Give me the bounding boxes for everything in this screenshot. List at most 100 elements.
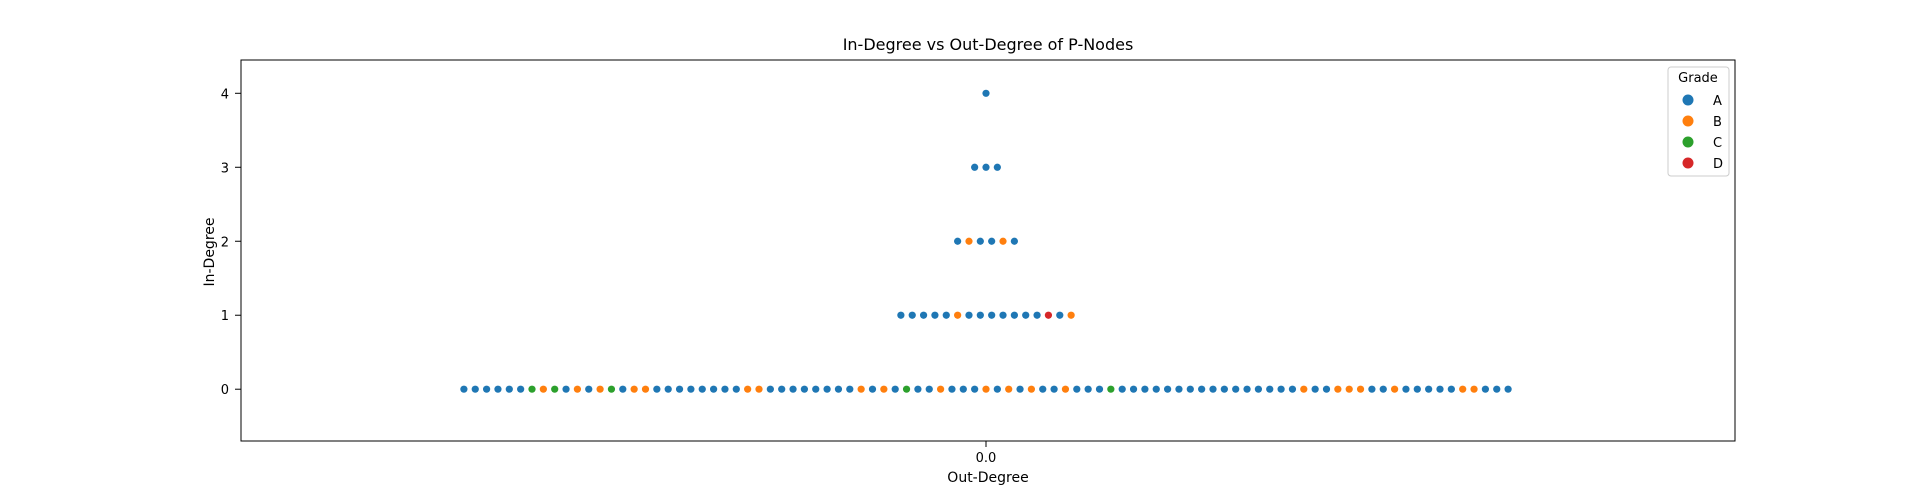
y-tick-label: 1 — [221, 309, 229, 324]
data-point-grade-a — [1175, 385, 1183, 393]
data-point-grade-b — [1027, 385, 1035, 393]
data-point-grade-a — [1311, 385, 1319, 393]
data-point-grade-a — [1447, 385, 1455, 393]
y-axis-ticks: 0 1 2 3 4 — [221, 87, 241, 398]
data-point-grade-a — [505, 385, 513, 393]
data-point-grade-a — [1277, 385, 1285, 393]
data-point-grade-a — [982, 89, 990, 97]
data-point-grade-b — [596, 385, 604, 393]
data-point-grade-a — [823, 385, 831, 393]
data-point-grade-a — [494, 385, 502, 393]
data-point-grade-a — [868, 385, 877, 393]
data-point-grade-c — [607, 385, 616, 393]
data-point-grade-a — [778, 385, 786, 393]
data-point-grade-a — [1504, 385, 1512, 393]
data-point-grade-a — [988, 311, 996, 319]
data-point-grade-a — [1481, 385, 1489, 393]
data-point-grade-b — [857, 385, 865, 393]
data-point-grade-a — [897, 311, 905, 319]
data-point-grade-a — [931, 311, 939, 319]
data-point-grade-a — [1084, 385, 1092, 393]
data-point-grade-a — [1254, 385, 1262, 393]
data-point-grade-a — [925, 385, 933, 393]
data-point-grade-a — [562, 385, 570, 393]
data-point-grade-a — [675, 385, 684, 393]
data-point-grade-a — [1164, 385, 1172, 393]
data-point-grade-a — [1436, 385, 1444, 393]
data-point-grade-a — [919, 311, 928, 319]
data-point-grade-a — [908, 311, 916, 319]
data-point-grade-a — [993, 163, 1001, 171]
data-point-grade-a — [1186, 385, 1194, 393]
legend-label-b: B — [1713, 115, 1722, 130]
data-point-grade-b — [954, 311, 962, 319]
data-point-grade-a — [698, 385, 706, 393]
legend-label-d: D — [1713, 157, 1723, 172]
data-point-grade-a — [1368, 385, 1376, 393]
data-point-grade-b — [1061, 385, 1070, 393]
legend-marker-c — [1682, 136, 1694, 148]
legend-title: Grade — [1678, 71, 1718, 86]
data-point-grade-b — [1067, 311, 1075, 319]
data-point-grade-b — [982, 385, 990, 393]
data-point-grade-b — [880, 385, 888, 393]
data-point-grade-b — [1470, 385, 1478, 393]
data-point-grade-a — [1050, 385, 1058, 393]
data-point-grade-a — [1033, 311, 1041, 319]
data-point-grade-a — [1010, 237, 1018, 245]
data-point-grade-a — [1141, 385, 1149, 393]
data-point-grade-b — [630, 385, 638, 393]
data-point-grade-a — [664, 385, 672, 393]
data-point-grade-a — [1493, 385, 1501, 393]
data-point-grade-a — [1288, 385, 1297, 393]
data-point-grade-a — [1118, 385, 1126, 393]
data-point-grade-a — [1243, 385, 1251, 393]
data-point-grade-a — [517, 385, 525, 393]
data-point-grade-b — [1334, 385, 1342, 393]
data-point-grade-a — [1266, 385, 1274, 393]
data-point-grade-a — [732, 385, 740, 393]
data-point-grade-a — [721, 385, 729, 393]
legend-label-c: C — [1713, 136, 1722, 151]
data-point-grade-b — [965, 237, 973, 245]
data-point-grade-a — [914, 385, 922, 393]
data-point-grade-a — [965, 311, 973, 319]
data-point-grade-a — [1056, 311, 1064, 319]
data-point-grade-a — [789, 385, 797, 393]
data-point-grade-a — [891, 385, 899, 393]
data-point-grade-b — [1356, 385, 1365, 393]
data-point-grade-a — [971, 385, 979, 393]
y-tick-label: 0 — [221, 383, 229, 398]
data-point-grade-a — [1039, 385, 1047, 393]
data-point-grade-a — [619, 385, 627, 393]
data-point-grade-b — [755, 385, 763, 393]
data-point-grade-a — [1016, 385, 1024, 393]
legend-box — [1667, 66, 1730, 177]
data-point-grade-c — [1107, 385, 1115, 393]
data-point-grade-a — [1413, 385, 1421, 393]
x-tick-label: 0.0 — [976, 451, 997, 466]
data-point-grade-c — [902, 385, 911, 393]
legend-marker-a — [1682, 94, 1694, 106]
data-point-grade-a — [982, 163, 990, 171]
y-axis-label: In-Degree — [202, 217, 218, 286]
data-point-grade-a — [1095, 385, 1104, 393]
data-point-grade-b — [641, 385, 650, 393]
y-tick-label: 3 — [221, 161, 229, 176]
data-point-grade-a — [687, 385, 695, 393]
chart-title: In-Degree vs Out-Degree of P-Nodes — [843, 35, 1134, 54]
data-point-grade-a — [460, 385, 468, 393]
data-point-grade-b — [744, 385, 752, 393]
data-point-grade-a — [483, 385, 491, 393]
data-point-grade-a — [812, 385, 820, 393]
data-point-grade-b — [999, 237, 1007, 245]
legend-marker-b — [1682, 115, 1694, 127]
data-point-grade-a — [954, 237, 962, 245]
plot-area — [240, 59, 1736, 442]
data-point-grade-a — [1152, 385, 1160, 393]
y-tick-label: 2 — [221, 235, 229, 250]
data-point-grade-a — [976, 237, 984, 245]
